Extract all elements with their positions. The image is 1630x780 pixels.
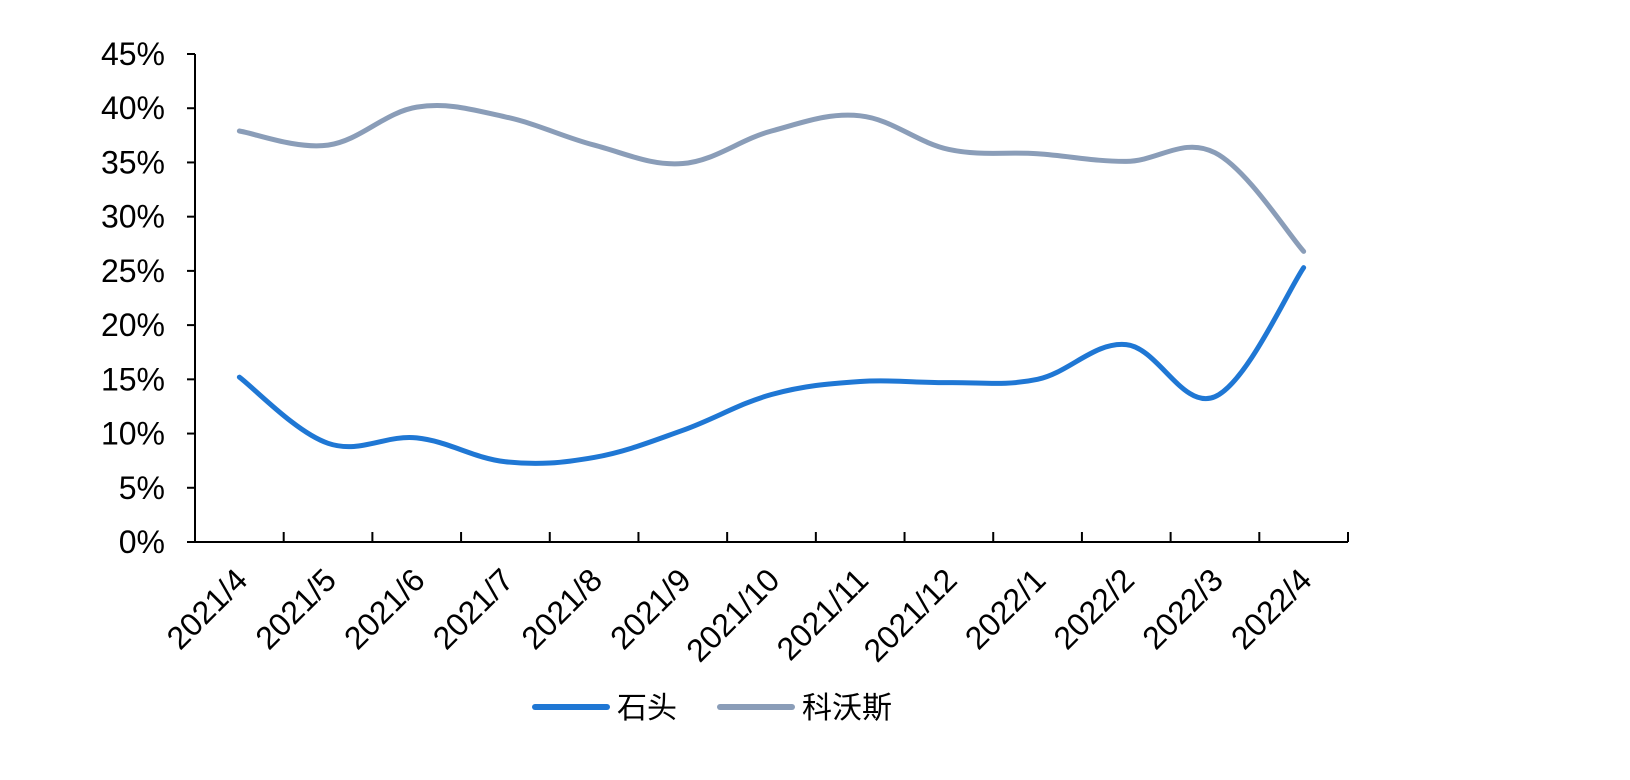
legend-label-1: 石头 (617, 691, 677, 726)
x-tick-label: 2022/1 (958, 561, 1053, 656)
series-line-1 (236, 265, 1307, 466)
x-tick-label: 2021/7 (426, 561, 521, 656)
y-tick-label: 20% (101, 307, 165, 343)
series-line-2 (236, 103, 1307, 254)
x-tick-label: 2021/11 (770, 561, 876, 667)
series-lines (236, 103, 1307, 466)
y-tick-label: 5% (119, 470, 165, 506)
x-tick-label: 2021/6 (337, 561, 432, 656)
y-tick-label: 25% (101, 253, 165, 289)
x-tick-label: 2021/12 (857, 561, 964, 668)
axes: 0% 5% 10% 15% 20% 25% 30% 35% 40% 45% 2021/42021/5… (101, 36, 1349, 669)
y-tick-label: 45% (101, 36, 165, 72)
y-tick-label: 0% (119, 524, 165, 560)
legend-label-2: 科沃斯 (802, 691, 892, 726)
y-tick-label: 30% (101, 199, 165, 235)
x-tick-label: 2021/10 (679, 561, 786, 668)
y-tick-label: 35% (101, 144, 165, 180)
x-tick-label: 2022/4 (1224, 561, 1319, 656)
x-tick-label: 2022/2 (1047, 561, 1142, 656)
x-tick-label: 2021/8 (514, 561, 609, 656)
x-tick-label: 2021/5 (248, 561, 343, 656)
x-tick-label: 2021/4 (160, 561, 255, 656)
y-tick-label: 10% (101, 416, 165, 452)
legend: 石头 科沃斯 (532, 691, 892, 726)
y-tick-label: 15% (101, 361, 165, 397)
y-tick-label: 40% (101, 90, 165, 126)
x-tick-label: 2022/3 (1135, 561, 1230, 656)
